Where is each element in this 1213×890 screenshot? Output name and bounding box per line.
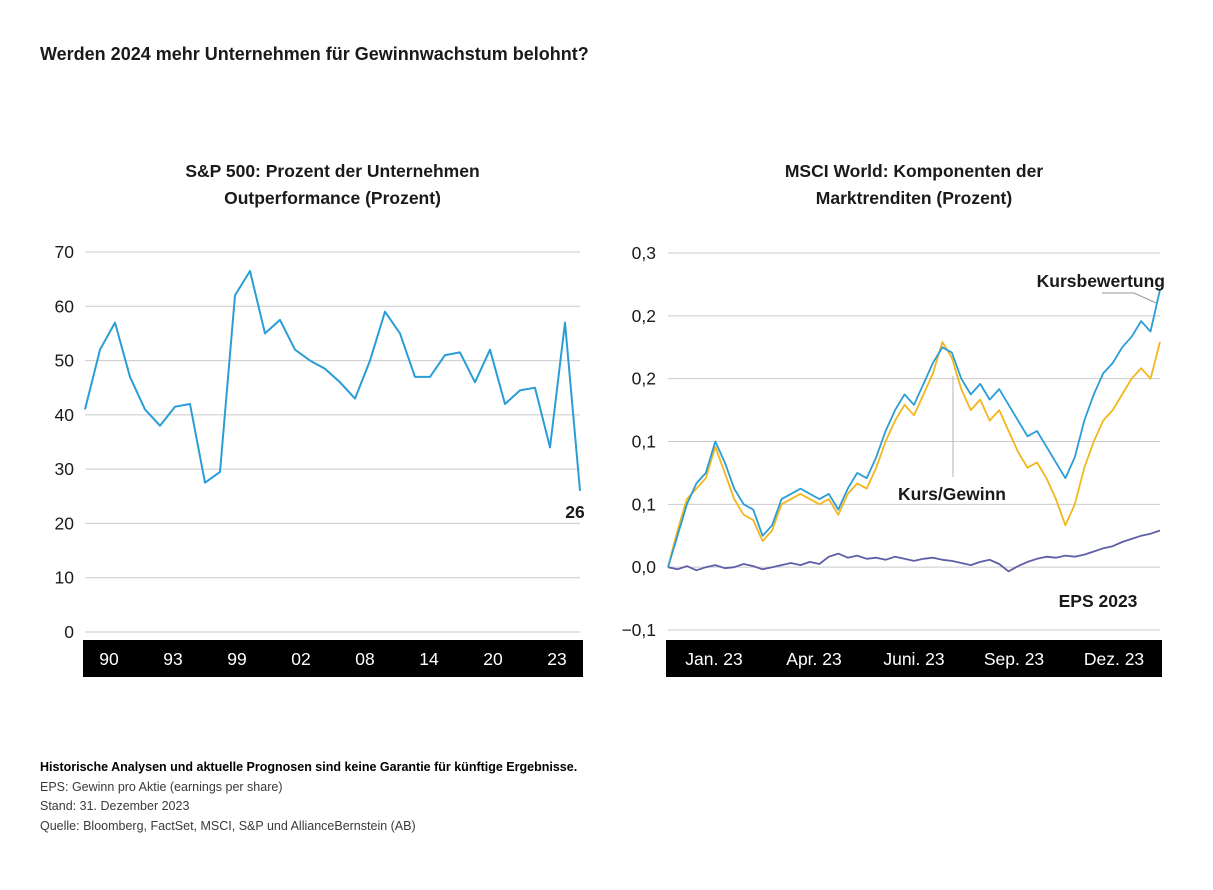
x-axis-tick-label: 14 xyxy=(419,649,439,669)
series-annotation-kurs-gewinn: Kurs/Gewinn xyxy=(898,484,1006,504)
y-axis-tick-label: 0,1 xyxy=(632,494,656,514)
x-axis-tick-label: 02 xyxy=(291,649,310,669)
x-axis-tick-label: Jan. 23 xyxy=(685,649,742,669)
y-axis-tick-label: 0,2 xyxy=(632,306,656,326)
y-axis-tick-label: −0,1 xyxy=(621,620,656,640)
x-axis-tick-label: Dez. 23 xyxy=(1084,649,1144,669)
x-axis-tick-label: 93 xyxy=(163,649,182,669)
footnote-disclaimer: Historische Analysen und aktuelle Progno… xyxy=(40,760,578,774)
msci-chart-title-line1: MSCI World: Komponenten der xyxy=(784,161,1044,181)
page-title: Werden 2024 mehr Unternehmen für Gewinnw… xyxy=(40,44,589,64)
x-axis-band xyxy=(666,640,1162,677)
y-axis-tick-label: 30 xyxy=(55,459,75,479)
msci-chart-title: MSCI World: Komponenten der Marktrendite… xyxy=(668,158,1160,212)
y-axis-tick-label: 0,0 xyxy=(632,557,657,577)
footnote-as-of-date: Stand: 31. Dezember 2023 xyxy=(40,799,190,813)
y-axis-tick-label: 60 xyxy=(55,296,75,316)
y-axis-tick-label: 0,2 xyxy=(632,369,656,389)
y-axis-tick-label: 40 xyxy=(55,405,75,425)
sp500-chart-title: S&P 500: Prozent der Unternehmen Outperf… xyxy=(85,158,580,212)
sp500-chart-title-line2: Outperformance (Prozent) xyxy=(224,188,441,208)
x-axis-tick-label: 08 xyxy=(355,649,374,669)
y-axis-tick-label: 20 xyxy=(55,513,75,533)
x-axis-tick-label: Apr. 23 xyxy=(786,649,841,669)
footnotes: Historische Analysen und aktuelle Progno… xyxy=(40,758,577,836)
footnote-source: Quelle: Bloomberg, FactSet, MSCI, S&P un… xyxy=(40,818,416,833)
x-axis-tick-label: Sep. 23 xyxy=(984,649,1044,669)
y-axis-tick-label: 0,1 xyxy=(632,432,656,452)
kursbewertung-connector xyxy=(1102,292,1157,304)
sp500-chart-canvas: 70 60 50 40 30 20 10 0 90 93 99 02 08 14 20 23 26 xyxy=(55,242,585,677)
series-line-kursbewertung xyxy=(667,289,1161,568)
footnote-eps-definition: EPS: Gewinn pro Aktie (earnings per shar… xyxy=(40,779,283,794)
end-value-label: 26 xyxy=(565,502,585,522)
y-axis-tick-label: 0,3 xyxy=(632,243,656,263)
x-axis-tick-label: 20 xyxy=(483,649,503,669)
x-axis-tick-label: Juni. 23 xyxy=(883,649,944,669)
x-axis-tick-label: 23 xyxy=(547,649,566,669)
series-line-eps-2023 xyxy=(667,529,1161,573)
msci-chart-title-line2: Marktrenditen (Prozent) xyxy=(815,188,1013,208)
sp500-chart-title-line1: S&P 500: Prozent der Unternehmen xyxy=(185,161,480,181)
x-axis-band xyxy=(83,640,583,677)
x-axis-tick-label: 99 xyxy=(227,649,246,669)
y-axis-tick-label: 50 xyxy=(55,351,75,371)
y-axis-tick-label: 0 xyxy=(64,622,74,642)
y-axis-tick-label: 10 xyxy=(55,568,75,588)
x-axis-tick-label: 90 xyxy=(99,649,119,669)
series-annotation-eps-2023: EPS 2023 xyxy=(1059,591,1138,611)
series-line-kurs-gewinn xyxy=(667,341,1161,568)
y-axis-tick-label: 70 xyxy=(55,242,75,262)
series-annotation-kursbewertung: Kursbewertung xyxy=(1037,271,1165,291)
sp500-outperformance-line xyxy=(84,270,581,491)
msci-chart-canvas: 0,3 0,2 0,2 0,1 0,1 0,0 −0,1 Jan. 23 Apr. 23 Juni… xyxy=(621,243,1165,677)
